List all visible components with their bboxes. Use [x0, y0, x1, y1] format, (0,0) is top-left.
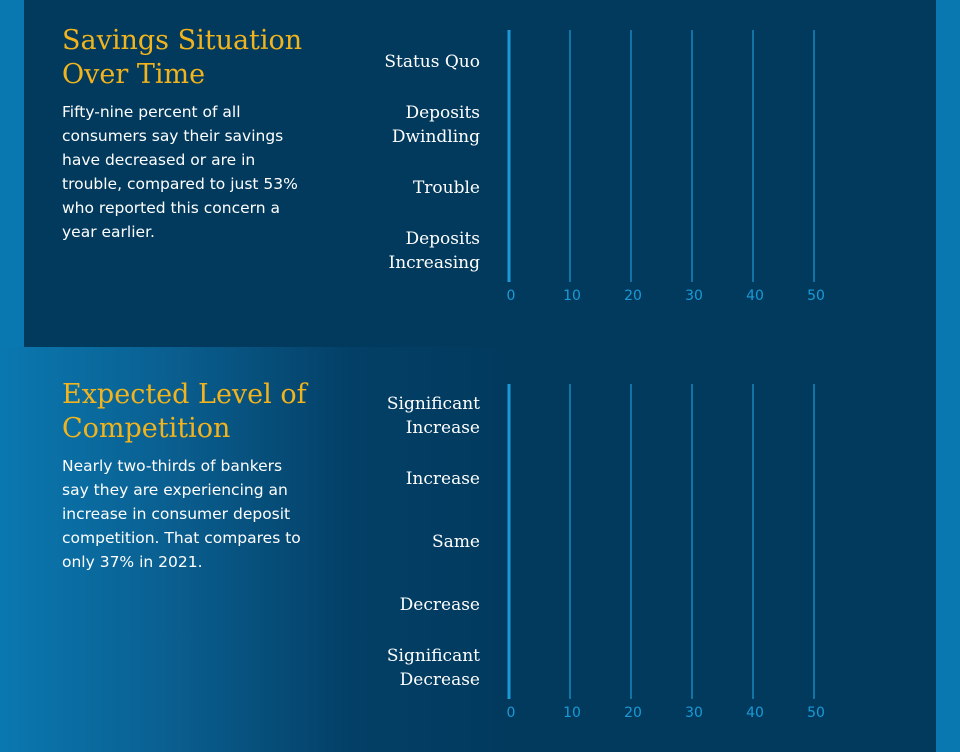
category-label: Same	[432, 531, 480, 552]
chart-title: Savings Situation Over Time	[62, 25, 303, 90]
category-label: Significant Decrease	[386, 645, 480, 690]
category-label: Deposits Increasing	[388, 228, 481, 273]
x-tick-label: 40	[746, 288, 764, 304]
bottom-panel	[0, 347, 936, 752]
x-tick-label: 10	[563, 705, 581, 721]
category-label: Increase	[405, 468, 480, 489]
category-label: Trouble	[412, 177, 480, 198]
x-tick-label: 0	[506, 288, 516, 304]
x-tick-label: 50	[807, 705, 825, 721]
chart-description: Fifty-nine percent of all consumers say …	[62, 103, 298, 241]
x-tick-label: 30	[685, 288, 703, 304]
x-tick-label: 20	[624, 705, 642, 721]
x-tick-label: 40	[746, 705, 764, 721]
x-tick-label: 0	[506, 705, 516, 721]
x-tick-label: 10	[563, 288, 581, 304]
x-tick-label: 20	[624, 288, 642, 304]
chart: Savings Situation Over Time Fifty-nine pe…	[0, 0, 936, 322]
category-label: Deposits Dwindling	[391, 102, 480, 147]
chart: Expected Level of Competition Nearly two-…	[0, 354, 936, 739]
chart-title: Expected Level of Competition	[62, 379, 307, 444]
category-label: Significant Increase	[386, 393, 480, 438]
category-label: Decrease	[399, 594, 480, 615]
x-tick-label: 50	[807, 288, 825, 304]
chart-description: Nearly two-thirds of bankers say they ar…	[62, 457, 301, 571]
x-tick-label: 30	[685, 705, 703, 721]
top-panel	[24, 0, 936, 347]
plot	[507, 384, 815, 699]
category-label: Status Quo	[384, 51, 480, 72]
plot	[507, 30, 815, 282]
